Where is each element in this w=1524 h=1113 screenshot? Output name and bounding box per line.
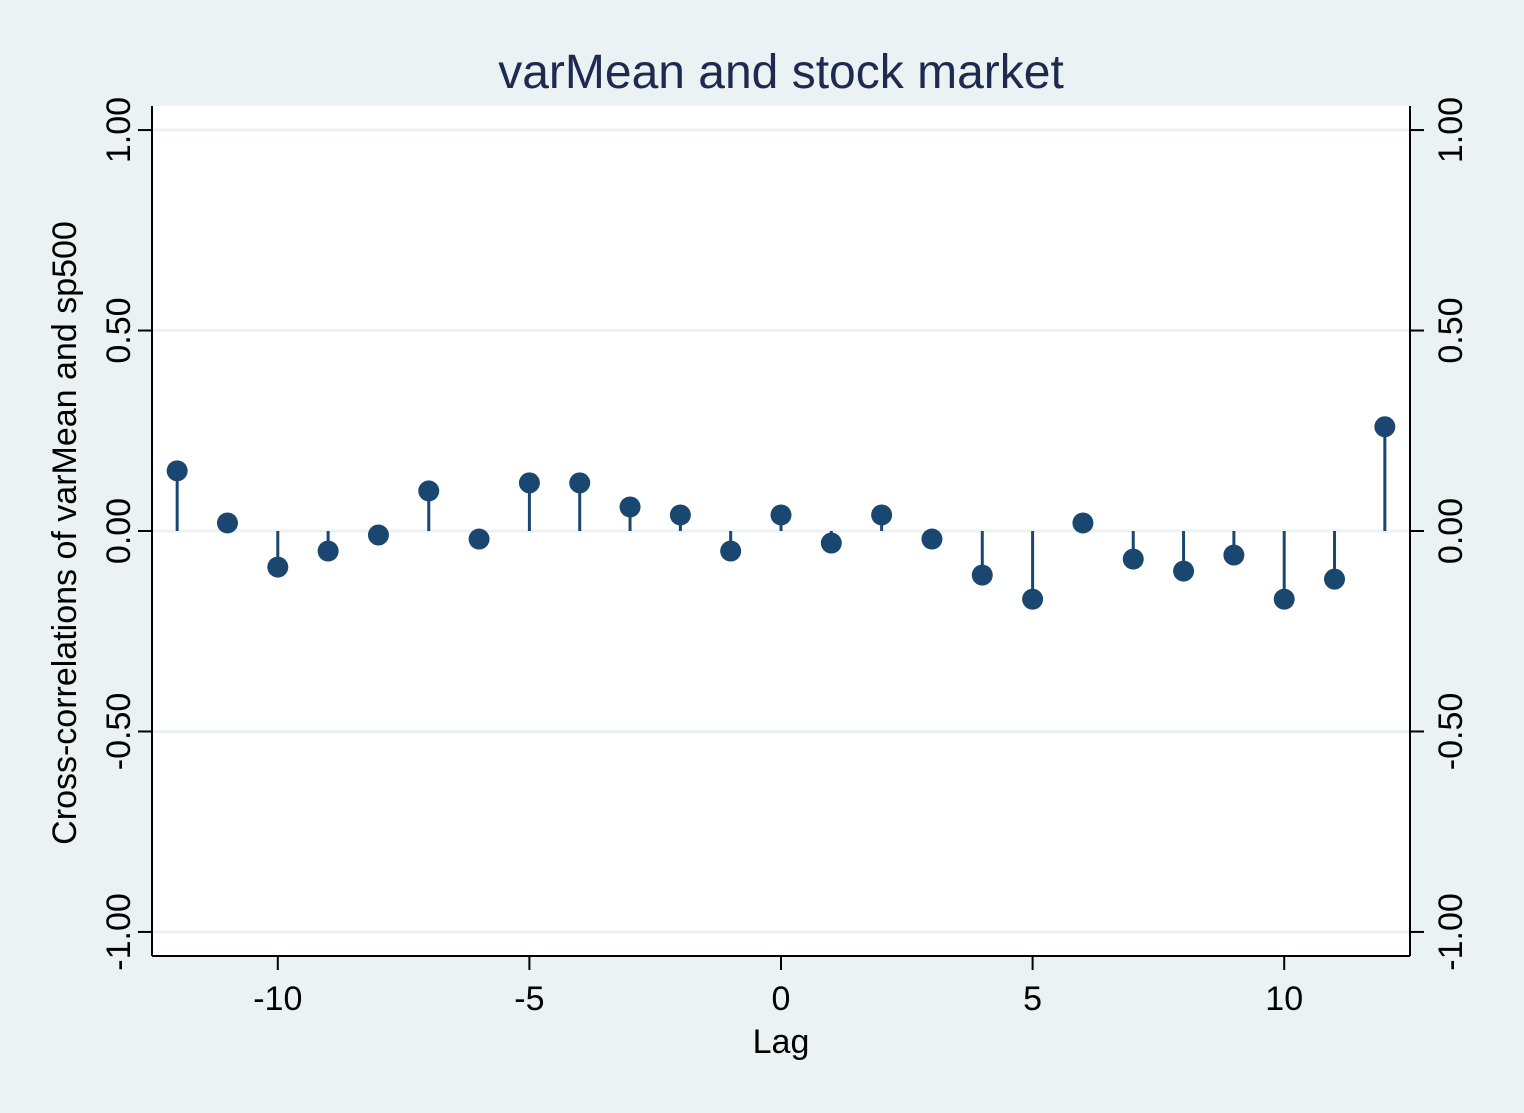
- y-axis-label: Cross-correlations of varMean and sp500: [46, 221, 84, 845]
- point-lag-9: [1223, 544, 1245, 566]
- point-lag--9: [317, 540, 339, 562]
- point-lag-11: [1324, 568, 1346, 590]
- y-tick-label-right-0: -1.00: [1432, 893, 1470, 971]
- x-tick-label-4: 10: [1265, 980, 1303, 1018]
- point-lag-7: [1122, 548, 1144, 570]
- point-lag-0: [770, 504, 792, 526]
- point-lag--11: [216, 512, 238, 534]
- point-lag--4: [569, 472, 591, 494]
- point-lag-3: [921, 528, 943, 550]
- x-tick-label-1: -5: [514, 980, 544, 1018]
- point-lag--6: [468, 528, 490, 550]
- y-tick-label-right-3: 0.50: [1432, 297, 1470, 363]
- y-tick-label-left-0: -1.00: [100, 893, 138, 971]
- point-lag-4: [971, 564, 993, 586]
- point-lag-5: [1022, 588, 1044, 610]
- y-tick-label-right-4: 1.00: [1432, 97, 1470, 163]
- y-tick-label-left-4: 1.00: [100, 97, 138, 163]
- chart-title: varMean and stock market: [498, 46, 1064, 99]
- y-tick-label-left-1: -0.50: [100, 693, 138, 771]
- x-axis-label: Lag: [753, 1023, 810, 1061]
- y-tick-label-left-2: 0.00: [100, 498, 138, 564]
- point-lag--12: [166, 460, 188, 482]
- y-tick-label-right-1: -0.50: [1432, 693, 1470, 771]
- point-lag-6: [1072, 512, 1094, 534]
- point-lag--2: [669, 504, 691, 526]
- y-tick-label-right-2: 0.00: [1432, 498, 1470, 564]
- point-lag--3: [619, 496, 641, 518]
- point-lag-10: [1273, 588, 1295, 610]
- point-lag--5: [518, 472, 540, 494]
- y-tick-label-left-3: 0.50: [100, 297, 138, 363]
- point-lag-2: [871, 504, 893, 526]
- point-lag--8: [367, 524, 389, 546]
- x-tick-label-2: 0: [772, 980, 791, 1018]
- point-lag--10: [267, 556, 289, 578]
- point-lag--7: [418, 480, 440, 502]
- marks-layer: [166, 416, 1396, 610]
- x-tick-label-0: -10: [253, 980, 302, 1018]
- point-lag-12: [1374, 416, 1396, 438]
- x-tick-label-3: 5: [1023, 980, 1042, 1018]
- point-lag-1: [820, 532, 842, 554]
- point-lag--1: [720, 540, 742, 562]
- point-lag-8: [1173, 560, 1195, 582]
- axis-layer: -1.00 -1.00 -0.50 -0.50 0.00 0.00 0.50 0.50 1.00…: [100, 97, 1470, 1018]
